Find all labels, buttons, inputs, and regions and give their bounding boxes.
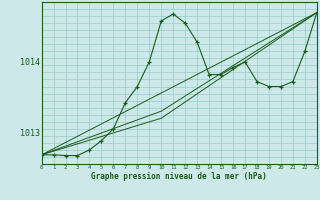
X-axis label: Graphe pression niveau de la mer (hPa): Graphe pression niveau de la mer (hPa) bbox=[91, 172, 267, 181]
